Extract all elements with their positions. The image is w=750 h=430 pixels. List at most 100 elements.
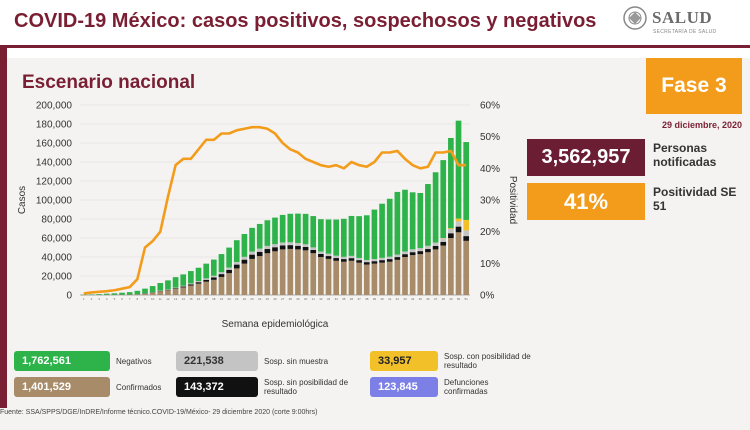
bar-negativos [394, 191, 401, 255]
bar-negativos [295, 213, 301, 244]
legend-negativos-value: 1,762,561 [14, 351, 110, 371]
bar-confirmados [203, 281, 210, 295]
bar-negativos [119, 292, 125, 295]
bar-sin_posibilidad [295, 245, 301, 250]
bar-sin_posibilidad [440, 241, 447, 246]
bar-confirmados [318, 257, 324, 295]
bar-sin_muestra [455, 221, 462, 227]
bar-sin_muestra [210, 275, 217, 278]
bar-negativos [448, 137, 454, 229]
y-tick-label: 0 [66, 291, 72, 302]
bar-negativos [310, 216, 317, 248]
bar-confirmados [218, 276, 225, 295]
x-tick-label: 20 [227, 297, 231, 301]
y-tick-label: 200,000 [36, 101, 73, 112]
x-tick-label: 47 [434, 297, 438, 301]
y2-axis-label: Positividad [507, 176, 518, 224]
bar-sin_muestra [340, 256, 347, 260]
x-tick-label: 38 [365, 297, 369, 301]
bar-negativos [432, 172, 439, 243]
x-tick-label: 24 [258, 297, 262, 301]
bar-sin_muestra [325, 253, 332, 257]
bar-confirmados [340, 261, 347, 295]
cases-chart: 0 20,000 40,000 60,000 80,000 100,000 120,000 1… [17, 101, 518, 331]
bar-sin_muestra [188, 283, 194, 285]
x-tick-label: 32 [319, 297, 323, 301]
bar-sin_posibilidad [249, 254, 255, 259]
bar-confirmados [256, 256, 263, 295]
bar-sin_muestra [203, 278, 210, 280]
y-tick-label: 160,000 [36, 139, 73, 150]
bar-confirmados [463, 240, 470, 295]
bar-sin_muestra [386, 256, 393, 260]
bar-sin_muestra [409, 249, 416, 253]
bar-sin_muestra [440, 238, 447, 242]
bar-negativos [149, 286, 156, 293]
legend-sin-muestra-label: Sosp. sin muestra [264, 356, 329, 366]
x-tick-label: 27 [281, 297, 285, 301]
bar-negativos [325, 219, 332, 254]
bar-confirmados [149, 292, 156, 296]
bar-negativos [318, 219, 324, 252]
bar-negativos [264, 220, 271, 246]
bar-sin_muestra [448, 228, 454, 234]
bar-sin_muestra [417, 248, 424, 252]
bar-negativos [210, 259, 217, 276]
bar-sin_muestra [394, 254, 401, 258]
bar-confirmados [295, 249, 301, 295]
x-tick-label: 45 [419, 297, 423, 301]
bar-negativos [463, 142, 470, 220]
bar-sin_muestra [295, 243, 301, 246]
legend-confirmados-value: 1,401,529 [14, 377, 110, 397]
bar-confirmados [157, 291, 164, 295]
bar-confirmados [195, 283, 202, 295]
bar-sin_posibilidad [287, 245, 294, 249]
x-tick-label: 1 [83, 297, 85, 301]
legend-sin-posibilidad: 143,372 Sosp. sin posibilidad de resulta… [176, 377, 358, 397]
bar-sin_posibilidad [425, 249, 431, 253]
bar-confirmados [417, 254, 424, 295]
bar-sin_muestra [363, 259, 370, 263]
bar-confirmados [409, 255, 416, 295]
x-tick-label: 3 [98, 297, 100, 301]
bar-sin_posibilidad [348, 258, 355, 261]
bar-sin_posibilidad [394, 257, 401, 260]
bar-sin_muestra [226, 267, 232, 270]
bar-confirmados [448, 238, 454, 295]
y-tick-label: 80,000 [41, 215, 72, 226]
legend-sin-posibilidad-label: Sosp. sin posibilidad de resultado [264, 378, 349, 396]
bar-negativos [249, 227, 255, 252]
bar-sin_muestra [180, 285, 187, 287]
x-tick-label: 28 [289, 297, 293, 301]
bar-confirmados [402, 257, 408, 295]
left-accent-bar [0, 48, 7, 408]
bar-sin_muestra [279, 242, 286, 246]
bar-confirmados [379, 262, 385, 295]
bar-sin_posibilidad [463, 236, 470, 241]
y-tick-label: 100,000 [36, 196, 73, 207]
bar-negativos [103, 293, 110, 295]
bar-sin_posibilidad [356, 260, 362, 263]
legend-negativos-label: Negativos [116, 356, 152, 366]
report-date: 29 diciembre, 2020 [661, 120, 742, 130]
y2-tick-label: 60% [480, 101, 500, 112]
bar-confirmados [165, 290, 171, 295]
bar-negativos [348, 215, 355, 256]
bar-sin_muestra [379, 257, 385, 261]
bar-negativos [142, 288, 148, 294]
bar-sin_posibilidad [210, 277, 217, 280]
bar-sin_muestra [463, 230, 470, 237]
legend-sin-posibilidad-value: 143,372 [176, 377, 258, 397]
bar-sin_muestra [425, 245, 431, 250]
positividad-line [83, 125, 467, 295]
x-tick-label: 19 [220, 297, 224, 301]
x-tick-label: 50 [457, 297, 461, 301]
x-tick-label: 17 [205, 297, 209, 301]
bar-negativos [363, 215, 370, 260]
bar-confirmados [455, 232, 462, 295]
bar-confirmados [249, 258, 255, 295]
bar-sin_posibilidad [417, 251, 424, 255]
bar-sin_muestra [195, 281, 202, 283]
bar-sin_posibilidad [386, 259, 393, 262]
x-tick-label: 37 [357, 297, 361, 301]
